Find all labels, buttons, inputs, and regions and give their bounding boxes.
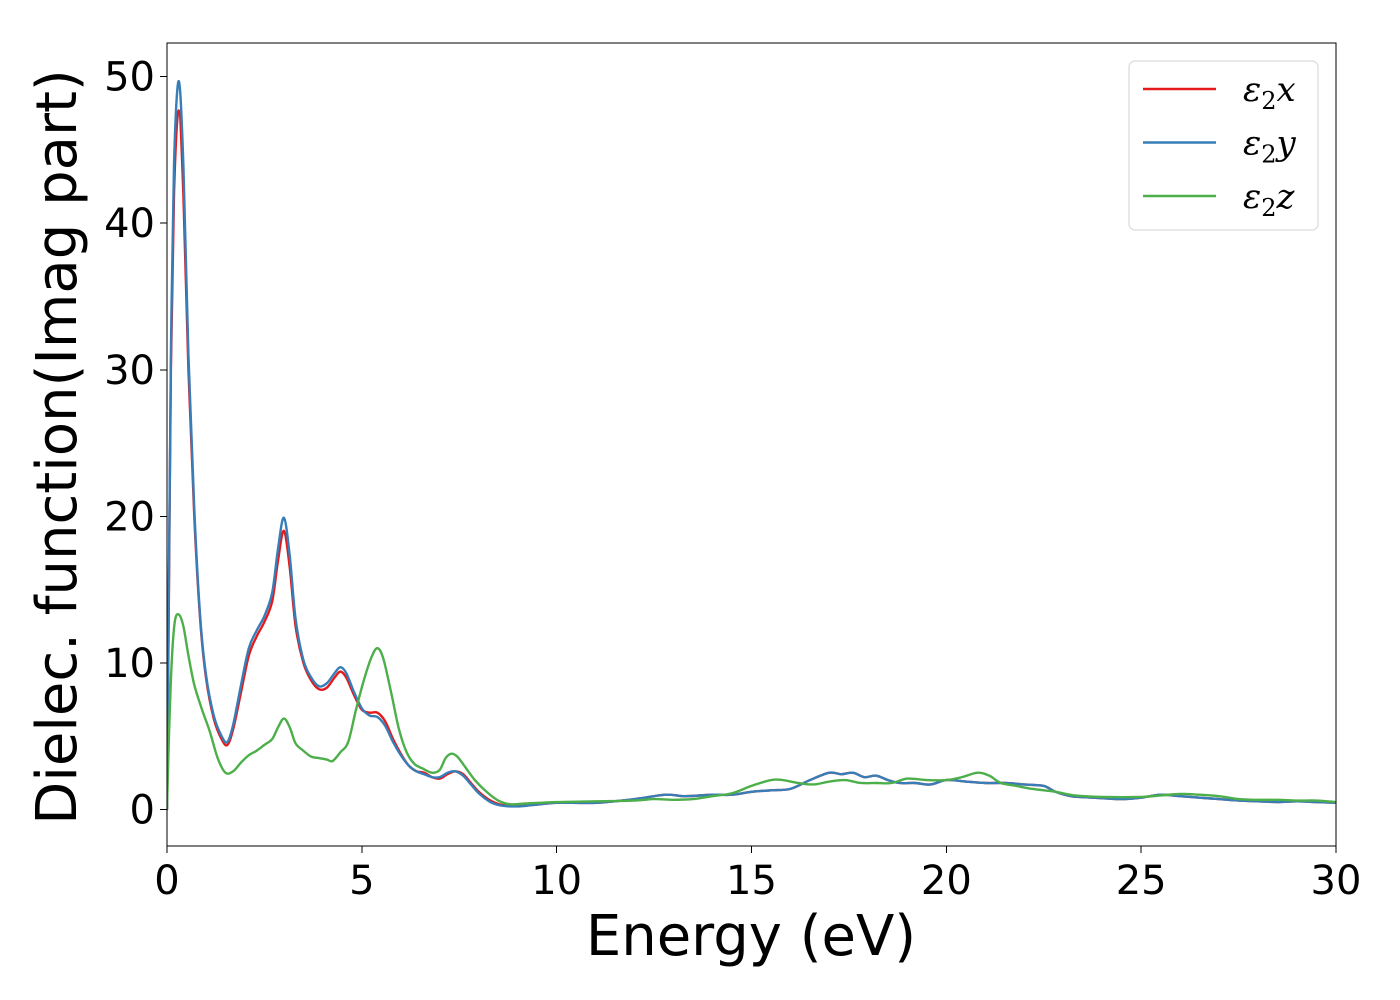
legend-label: ε2y [1243, 124, 1297, 169]
y-tick-label: 30 [104, 348, 155, 394]
plot-layer [167, 79, 1336, 811]
legend-label: ε2x [1243, 70, 1296, 115]
x-tick-label: 0 [154, 858, 179, 904]
y-tick-label: 40 [104, 201, 155, 247]
legend-label: ε2z [1243, 177, 1296, 222]
x-tick-label: 30 [1311, 858, 1362, 904]
x-tick-label: 10 [531, 858, 582, 904]
legend-entry-e2x: ε2x [1143, 70, 1296, 115]
y-tick-label: 50 [104, 55, 155, 101]
axes-layer: 0 5 10 15 20 25 30 0 10 20 30 40 50 [104, 42, 1362, 904]
y-axis-title: Dielec. function(Imag part) [25, 69, 90, 825]
x-tick-label: 20 [921, 858, 972, 904]
x-axis-title: Energy (eV) [586, 904, 916, 969]
x-tick-label: 25 [1116, 858, 1167, 904]
x-tick-label: 5 [349, 858, 374, 904]
legend-frame [1128, 60, 1319, 231]
legend-entry-e2y: ε2y [1143, 124, 1297, 169]
series-line-e2z [167, 612, 1336, 811]
legend: ε2x ε2y ε2z [1128, 60, 1319, 231]
series-line-e2y [167, 79, 1336, 811]
legend-entry-e2z: ε2z [1143, 177, 1296, 222]
y-tick-label: 10 [104, 641, 155, 687]
x-tick-label: 15 [726, 858, 777, 904]
y-tick-label: 20 [104, 494, 155, 540]
y-tick-label: 0 [130, 787, 155, 833]
